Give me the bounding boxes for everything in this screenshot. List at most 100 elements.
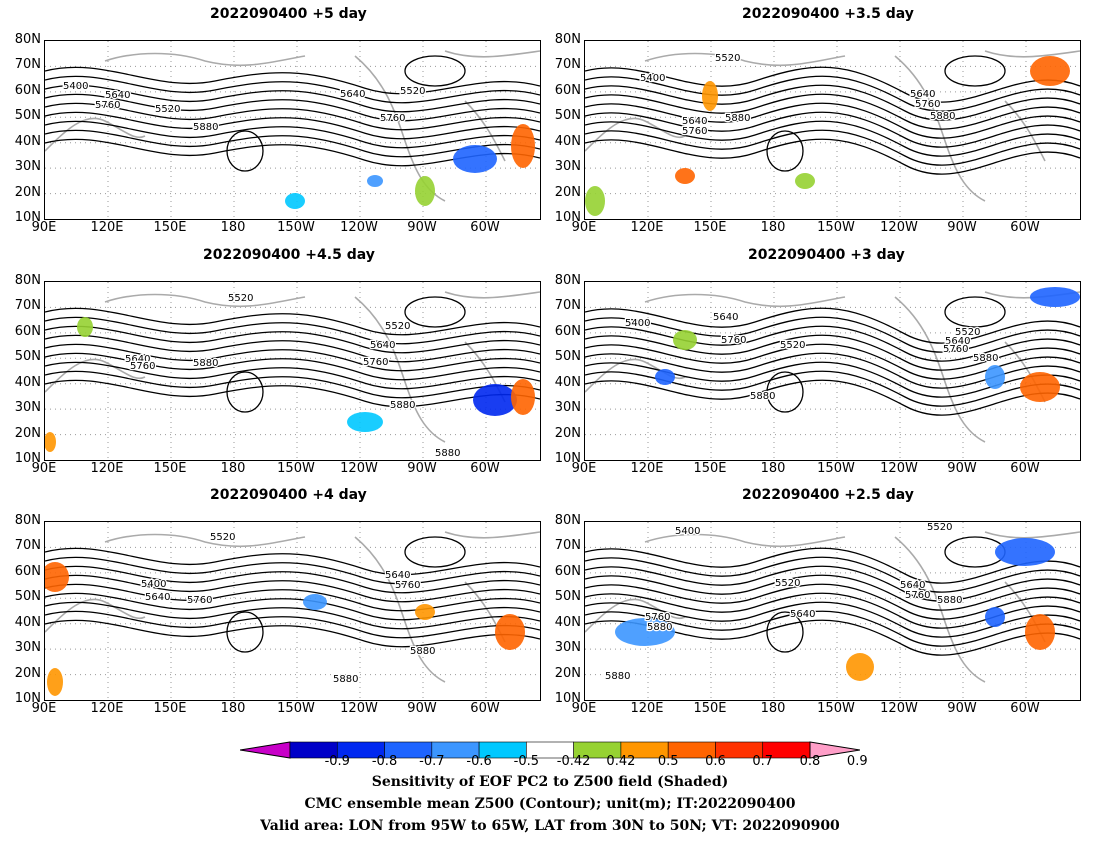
sensitivity-region: [77, 317, 93, 337]
z500-contour: [45, 129, 540, 158]
coastline: [45, 291, 540, 443]
latitude-tick-label: 80N: [554, 273, 581, 288]
coastline: [585, 291, 1080, 443]
sensitivity-region: [985, 365, 1005, 389]
contour-label: 5400: [675, 526, 700, 537]
longitude-tick-label: 150E: [693, 461, 727, 476]
longitude-tick-label: 150E: [153, 220, 187, 235]
sensitivity-region: [415, 176, 435, 206]
contour-label: 5640: [682, 116, 707, 127]
map-panel: 5400 5520 5640 5760 5880 5640 5760 5880: [584, 40, 1081, 220]
longitude-tick-label: 90W: [407, 220, 437, 235]
contour-label: 5880: [930, 111, 955, 122]
caption-line-2: CMC ensemble mean Z500 (Contour); unit(m…: [304, 796, 796, 812]
latitude-tick-label: 40N: [14, 374, 41, 390]
z500-contour: [45, 343, 540, 372]
z500-contour: [585, 66, 1080, 103]
contour-label: 5640: [370, 340, 395, 351]
contour-label: 5520: [155, 104, 180, 115]
latitude-tick-label: 50N: [554, 108, 581, 124]
latitude-tick-label: 70N: [14, 57, 41, 73]
z500-contour: [585, 111, 1080, 148]
contour-label: 5520: [955, 327, 980, 338]
longitude-tick-label: 90W: [947, 461, 977, 476]
sensitivity-region: [415, 604, 435, 620]
longitude-tick-label: 120W: [880, 701, 918, 716]
coastline: [45, 50, 540, 202]
z500-contour: [45, 610, 540, 639]
longitude-tick-label: 150W: [277, 701, 315, 716]
longitude-tick-label: 150W: [817, 461, 855, 476]
latitude-tick-label: 60N: [14, 323, 41, 339]
latitude-tick-label: 50N: [554, 349, 581, 365]
latitude-tick-label: 10N: [554, 691, 581, 706]
colorbar-tick-label: 0.9: [846, 754, 868, 769]
contour-label: 5880: [937, 595, 962, 606]
panel-title: 2022090400 +4 day: [210, 487, 367, 503]
sensitivity-region: [45, 562, 69, 592]
z500-contour: [404, 296, 466, 328]
colorbar-high-end: [809, 741, 861, 759]
z500-contour: [45, 352, 540, 381]
z500-contour: [45, 138, 540, 167]
latitude-tick-label: 10N: [554, 210, 581, 225]
z500-contour: [585, 93, 1080, 130]
contour-label: 5880: [193, 122, 218, 133]
sensitivity-region: [985, 607, 1005, 627]
panel-title: 2022090400 +3 day: [748, 247, 905, 263]
contour-label: 5520: [715, 53, 740, 64]
latitude-tick-label: 30N: [554, 640, 581, 656]
contour-label: 5640: [385, 570, 410, 581]
longitude-tick-label: 90E: [571, 701, 597, 716]
latitude-tick-label: 40N: [554, 374, 581, 390]
z500-contour: [45, 102, 540, 131]
latitude-tick-label: 60N: [14, 82, 41, 98]
colorbar-tick-label: 0.8: [799, 754, 821, 769]
colorbar-tick-label: 0.7: [752, 754, 774, 769]
sensitivity-region: [473, 384, 517, 416]
z500-contour: [585, 610, 1080, 647]
longitude-tick-label: 60W: [470, 461, 500, 476]
z500-contour: [585, 574, 1080, 611]
z500-contour: [45, 75, 540, 104]
latitude-tick-label: 20N: [14, 425, 41, 441]
sensitivity-region: [511, 379, 535, 415]
latitude-tick-label: 30N: [14, 640, 41, 656]
caption-line-3: Valid area: LON from 95W to 65W, LAT fro…: [260, 818, 840, 834]
z500-contour: [45, 361, 540, 390]
longitude-tick-label: 150E: [153, 461, 187, 476]
sensitivity-region: [995, 538, 1055, 566]
sensitivity-region: [675, 168, 695, 184]
latitude-tick-label: 50N: [14, 589, 41, 605]
contour-label: 5400: [141, 579, 166, 590]
colorbar-tick-label: -0.7: [419, 754, 445, 769]
longitude-tick-label: 120E: [90, 220, 124, 235]
contour-label: 5880: [410, 646, 435, 657]
latitude-tick-label: 70N: [14, 298, 41, 314]
longitude-tick-label: 120W: [340, 220, 378, 235]
colorbar-bar: [239, 741, 861, 759]
longitude-tick-label: 120W: [340, 701, 378, 716]
contour-label: 5640: [713, 312, 738, 323]
caption-line-1: Sensitivity of EOF PC2 to Z500 field (Sh…: [371, 774, 729, 790]
map-panel: 5400 5640 5760 5520 5880 5520 5640 5760 5880: [584, 281, 1081, 461]
contour-label: 5640: [945, 336, 970, 347]
longitude-tick-label: 90E: [31, 701, 57, 716]
longitude-tick-label: 90E: [571, 220, 597, 235]
longitude-tick-label: 60W: [1010, 220, 1040, 235]
longitude-tick-label: 90E: [31, 220, 57, 235]
z500-contour: [404, 55, 466, 87]
z500-contour: [45, 111, 540, 140]
longitude-tick-label: 120W: [880, 220, 918, 235]
z500-contour: [585, 129, 1080, 166]
longitude-tick-label: 180: [760, 461, 786, 476]
latitude-tick-label: 40N: [14, 614, 41, 630]
contour-label: 5760: [380, 113, 405, 124]
longitude-tick-label: 90E: [571, 461, 597, 476]
colorbar: [239, 740, 861, 770]
z500-contour: [45, 583, 540, 612]
contour-label: 5520: [927, 522, 952, 533]
latitude-tick-label: 20N: [14, 665, 41, 681]
z500-contour: [45, 619, 540, 648]
